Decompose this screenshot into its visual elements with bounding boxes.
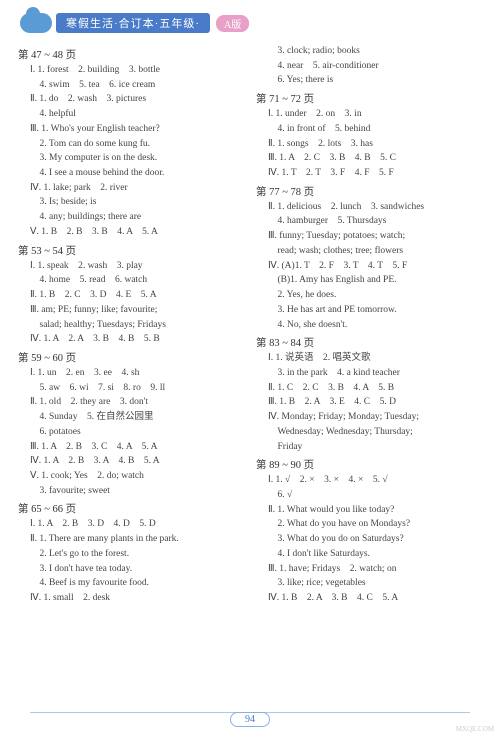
version-badge: A版 [216,15,249,32]
answer-line: salad; healthy; Tuesdays; Fridays [18,318,244,333]
watermark: MXQE.COM [456,725,494,733]
right-column: 3. clock; radio; books 4. near 5. air-co… [256,44,482,606]
answer-line: 5. aw 6. wi 7. si 8. ro 9. ll [18,381,244,396]
answer-line: Ⅰ. 1. un 2. en 3. ee 4. sh [18,366,244,381]
section-heading: 第 89 ~ 90 页 [256,457,482,472]
answer-line: Ⅲ. 1. B 2. A 3. E 4. C 5. D [256,395,482,410]
page-footer: 94 [0,712,500,727]
answer-line: 3. He has art and PE tomorrow. [256,303,482,318]
answer-line: 3. What do you do on Saturdays? [256,532,482,547]
answer-line: Ⅱ. 1. C 2. C 3. B 4. A 5. B [256,381,482,396]
answer-line: Ⅰ. 1. √ 2. × 3. × 4. × 5. √ [256,473,482,488]
answer-line: Ⅴ. 1. B 2. B 3. B 4. A 5. A [18,225,244,240]
answer-line: Ⅰ. 1. under 2. on 3. in [256,107,482,122]
answer-line: Ⅳ. 1. A 2. B 3. A 4. B 5. A [18,454,244,469]
answer-line: 3. Is; beside; is [18,195,244,210]
answer-line: 4. hamburger 5. Thursdays [256,214,482,229]
answer-line: Ⅲ. funny; Tuesday; potatoes; watch; [256,229,482,244]
answer-line: 4. No, she doesn't. [256,318,482,333]
answer-line: Ⅲ. 1. have; Fridays 2. watch; on [256,562,482,577]
answer-line: (B)1. Amy has English and PE. [256,273,482,288]
answer-line: Ⅱ. 1. old 2. they are 3. don't [18,395,244,410]
answer-line: Ⅰ. 1. speak 2. wash 3. play [18,259,244,274]
answer-line: Ⅱ. 1. B 2. C 3. D 4. E 5. A [18,288,244,303]
section-heading: 第 77 ~ 78 页 [256,184,482,199]
section-heading: 第 83 ~ 84 页 [256,335,482,350]
answer-line: Ⅲ. am; PE; funny; like; favourite; [18,303,244,318]
answer-line: Ⅰ. 1. A 2. B 3. D 4. D 5. D [18,517,244,532]
answer-line: 4. Beef is my favourite food. [18,576,244,591]
answer-line: 3. in the park 4. a kind teacher [256,366,482,381]
answer-line: 2. Let's go to the forest. [18,547,244,562]
answer-line: 3. clock; radio; books [256,44,482,59]
section-heading: 第 53 ~ 54 页 [18,243,244,258]
answer-line: read; wash; clothes; tree; flowers [256,244,482,259]
book-title: 寒假生活·合订本·五年级· [56,13,210,33]
answer-line: 4. home 5. read 6. watch [18,273,244,288]
answer-line: Ⅲ. 1. A 2. C 3. B 4. B 5. C [256,151,482,166]
answer-line: 3. like; rice; vegetables [256,576,482,591]
left-column: 第 47 ~ 48 页Ⅰ. 1. forest 2. building 3. b… [18,44,244,606]
answer-line: 6. potatoes [18,425,244,440]
section-heading: 第 65 ~ 66 页 [18,501,244,516]
content-area: 第 47 ~ 48 页Ⅰ. 1. forest 2. building 3. b… [0,38,500,606]
answer-line: Ⅲ. 1. Who's your English teacher? [18,122,244,137]
answer-line: Ⅱ. 1. delicious 2. lunch 3. sandwiches [256,200,482,215]
answer-line: Ⅰ. 1. 说英语 2. 唱英文歌 [256,351,482,366]
answer-line: 4. I don't like Saturdays. [256,547,482,562]
answer-line: 2. Tom can do some kung fu. [18,137,244,152]
page-number: 94 [230,712,270,727]
answer-line: Ⅱ. 1. There are many plants in the park. [18,532,244,547]
answer-line: Friday [256,440,482,455]
answer-line: 4. any; buildings; there are [18,210,244,225]
answer-line: Ⅴ. 1. cook; Yes 2. do; watch [18,469,244,484]
answer-line: Ⅳ. 1. A 2. A 3. B 4. B 5. B [18,332,244,347]
answer-line: 2. What do you have on Mondays? [256,517,482,532]
cloud-icon [20,13,52,33]
answer-line: Ⅱ. 1. What would you like today? [256,503,482,518]
answer-line: 4. near 5. air-conditioner [256,59,482,74]
answer-line: Ⅳ. 1. B 2. A 3. B 4. C 5. A [256,591,482,606]
section-heading: 第 47 ~ 48 页 [18,47,244,62]
answer-line: Ⅳ. 1. small 2. desk [18,591,244,606]
answer-line: Ⅲ. 1. A 2. B 3. C 4. A 5. A [18,440,244,455]
answer-line: Ⅳ. (A)1. T 2. F 3. T 4. T 5. F [256,259,482,274]
answer-line: Ⅱ. 1. songs 2. lots 3. has [256,137,482,152]
section-heading: 第 71 ~ 72 页 [256,91,482,106]
answer-line: Ⅳ. Monday; Friday; Monday; Tuesday; [256,410,482,425]
answer-line: 6. √ [256,488,482,503]
answer-line: 4. Sunday 5. 在自然公园里 [18,410,244,425]
answer-line: 4. helpful [18,107,244,122]
answer-line: Ⅰ. 1. forest 2. building 3. bottle [18,63,244,78]
answer-line: 4. I see a mouse behind the door. [18,166,244,181]
answer-line: Wednesday; Wednesday; Thursday; [256,425,482,440]
answer-line: 3. My computer is on the desk. [18,151,244,166]
answer-line: 6. Yes; there is [256,73,482,88]
answer-line: 4. in front of 5. behind [256,122,482,137]
answer-line: 3. I don't have tea today. [18,562,244,577]
answer-line: 4. swim 5. tea 6. ice cream [18,78,244,93]
page-header: 寒假生活·合订本·五年级· A版 [0,0,500,38]
answer-line: Ⅳ. 1. lake; park 2. river [18,181,244,196]
answer-line: Ⅳ. 1. T 2. T 3. F 4. F 5. F [256,166,482,181]
answer-line: 2. Yes, he does. [256,288,482,303]
answer-line: 3. favourite; sweet [18,484,244,499]
section-heading: 第 59 ~ 60 页 [18,350,244,365]
answer-line: Ⅱ. 1. do 2. wash 3. pictures [18,92,244,107]
